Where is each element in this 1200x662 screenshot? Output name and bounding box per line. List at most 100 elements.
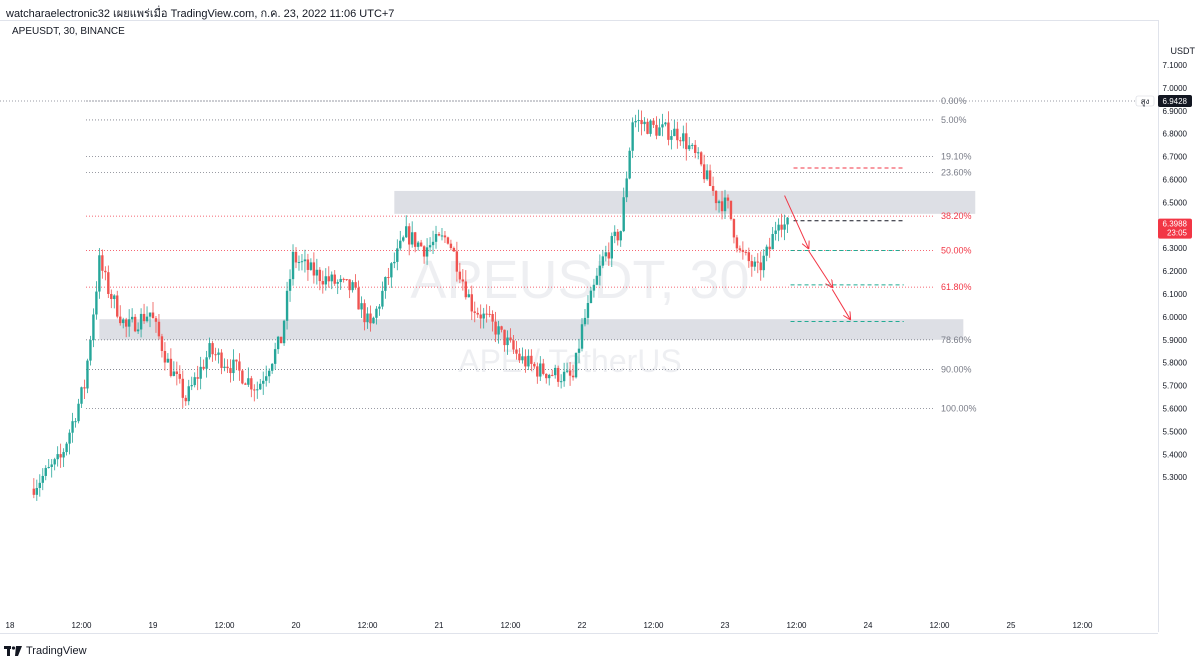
candle-body (506, 337, 509, 346)
candle-body (512, 340, 515, 350)
candle-body (363, 303, 366, 323)
footer-brand: TradingView (26, 645, 87, 657)
price-axis[interactable]: USDT (1158, 20, 1200, 632)
candle-body (768, 246, 771, 250)
candle-body (536, 366, 539, 377)
candle-body (217, 352, 220, 355)
candle-body (726, 197, 730, 201)
fib-level-label: 19.10% (941, 152, 972, 162)
candle-body (548, 374, 551, 379)
candle-body (607, 252, 611, 259)
price-tick-label: 5.8000 (1163, 359, 1188, 368)
candle-body (470, 294, 473, 312)
projection-arrow (831, 289, 850, 319)
candle-body (461, 279, 465, 282)
candle-body (744, 251, 748, 253)
candle-body (372, 317, 375, 324)
candle-body (589, 290, 593, 304)
candle-body (181, 378, 184, 398)
candle-body (422, 246, 426, 257)
candle-body (333, 274, 336, 284)
candle-body (565, 370, 569, 372)
symbol-legend[interactable]: APEUSDT, 30, BINANCE (12, 26, 125, 37)
candle-body (241, 370, 244, 384)
candle-body (622, 197, 625, 232)
candle-body (265, 376, 268, 381)
candle-body (542, 363, 545, 374)
candle-body (604, 252, 608, 257)
candle-body (699, 152, 703, 165)
candle-body (169, 358, 173, 376)
candle-body (682, 133, 685, 142)
candle-body (527, 355, 530, 367)
candle-body (583, 317, 587, 325)
candle-body (208, 343, 211, 358)
candle-body (294, 251, 298, 263)
candle-body (223, 366, 226, 368)
time-tick-label: 12:00 (71, 621, 92, 630)
candle-body (86, 360, 89, 389)
candle-body (562, 371, 566, 382)
candle-body (232, 359, 235, 374)
candle-body (315, 269, 319, 276)
fib-level-label: 5.00% (941, 115, 967, 125)
current-price-label: 6.3988 (1163, 220, 1188, 229)
candle-body (220, 352, 223, 368)
time-tick-label: 12:00 (1072, 621, 1093, 630)
candle-body (366, 313, 369, 323)
candle-body (473, 311, 476, 313)
candle-body (780, 224, 783, 230)
candle-body (226, 366, 229, 369)
candle-body (702, 164, 706, 180)
candle-body (259, 383, 262, 390)
candle-body (494, 321, 497, 335)
candle-body (53, 459, 56, 465)
candle-body (154, 318, 158, 322)
fib-level-label: 100.00% (941, 404, 977, 414)
candle-body (717, 201, 721, 204)
candle-body (408, 226, 411, 245)
candle-body (130, 316, 134, 320)
candle-body (431, 241, 435, 246)
price-tick-label: 6.3000 (1163, 244, 1188, 253)
fib-level-label: 0.00% (941, 96, 967, 106)
fib-level-label: 50.00% (941, 245, 972, 255)
candle-body (303, 259, 307, 262)
candle-body (297, 262, 301, 264)
candle-body (637, 119, 640, 122)
candle-body (586, 303, 590, 318)
candle-body (387, 277, 390, 279)
fib-level-label: 78.60% (941, 335, 972, 345)
candle-body (345, 279, 348, 281)
candle-body (357, 287, 360, 310)
candle-body (136, 329, 140, 332)
candle-body (62, 452, 65, 458)
candle-body (559, 381, 563, 383)
candle-body (306, 259, 310, 270)
candle-body (47, 466, 50, 468)
candle-body (68, 432, 71, 444)
candle-body (539, 363, 542, 377)
candle-body (166, 358, 170, 363)
price-tick-label: 5.7000 (1163, 382, 1188, 391)
candle-body (551, 374, 554, 376)
candle-body (250, 378, 253, 390)
candle-body (533, 363, 536, 367)
candle-body (318, 269, 322, 282)
candle-body (738, 248, 742, 250)
current-price-badge (1158, 218, 1192, 239)
chart-pane[interactable] (0, 20, 1158, 634)
candle-body (571, 375, 575, 378)
candle-body (92, 314, 95, 341)
candle-body (312, 262, 316, 276)
candle-body (732, 219, 736, 238)
candle-body (187, 386, 190, 402)
candle-body (339, 278, 342, 283)
candle-body (691, 144, 694, 146)
candle-body (688, 145, 691, 150)
candle-body (196, 377, 199, 379)
time-tick-label: 22 (578, 621, 587, 630)
supply-demand-zone (394, 190, 976, 214)
price-tick-label: 7.1000 (1163, 61, 1188, 70)
candle-body (38, 482, 41, 488)
